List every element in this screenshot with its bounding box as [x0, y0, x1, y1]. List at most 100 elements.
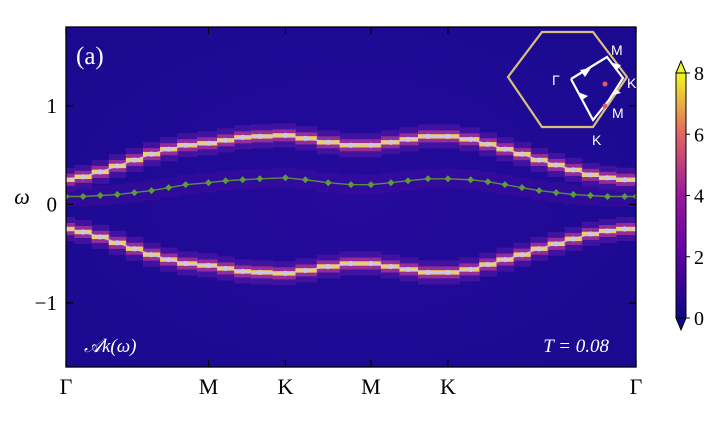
data-point-circle: [302, 135, 308, 141]
data-point-diamond: [182, 181, 190, 189]
data-point-circle: [302, 267, 308, 274]
colorbar-top-cap: [675, 59, 687, 74]
data-point-circle: [80, 174, 86, 180]
series-line: [66, 228, 636, 275]
inset-arrow-icon: [578, 92, 588, 100]
series-markers: [66, 132, 636, 276]
data-point-diamond: [367, 181, 375, 189]
data-point-diamond: [222, 177, 230, 185]
inset-label-m1: M: [611, 42, 623, 58]
data-point-diamond: [113, 191, 121, 199]
data-point-diamond: [324, 179, 332, 187]
data-point-diamond: [96, 192, 104, 200]
data-point-circle: [405, 136, 411, 142]
inset-point: [602, 81, 608, 87]
data-point-circle: [388, 263, 394, 270]
data-point-circle: [282, 270, 289, 276]
data-point-diamond: [281, 174, 289, 182]
inset-arrow-icon: [613, 63, 621, 70]
data-point-diamond: [301, 176, 309, 184]
plot-frame: [65, 26, 637, 368]
data-point-circle: [183, 260, 189, 267]
data-point-diamond: [569, 191, 577, 199]
data-point-circle: [348, 142, 354, 148]
data-point-diamond: [387, 179, 395, 187]
data-point-circle: [425, 269, 431, 275]
data-point-circle: [114, 240, 120, 246]
data-point-diamond: [444, 175, 452, 183]
colorbar-ticks: 0 2 4 6 8: [686, 63, 704, 330]
data-point-diamond: [347, 181, 355, 189]
data-point-circle: [368, 142, 374, 148]
data-point-circle: [97, 234, 103, 240]
x-tick-label: K: [278, 374, 294, 399]
data-point-circle: [604, 228, 611, 234]
data-point-diamond: [424, 175, 432, 183]
data-point-circle: [257, 133, 263, 139]
data-point-diamond: [632, 193, 636, 201]
data-point-circle: [587, 231, 594, 237]
x-tick-label: M: [361, 374, 381, 399]
brillouin-zone-inset: Γ M K M K: [506, 30, 637, 148]
data-point-circle: [166, 146, 172, 152]
colorbar-tick-label: 8: [694, 63, 704, 85]
data-point-circle: [468, 136, 474, 142]
inset-hexagon: [506, 30, 629, 129]
band-core: [66, 226, 76, 232]
data-point-circle: [325, 263, 331, 270]
axes: 10−1Γ M K M K Γ: [35, 27, 643, 399]
data-point-diamond: [586, 192, 594, 200]
data-point-diamond: [604, 193, 611, 201]
data-point-circle: [622, 177, 628, 183]
data-point-circle: [348, 260, 354, 267]
colorbar-gradient: [676, 73, 686, 318]
data-point-circle: [519, 151, 525, 157]
data-point-circle: [587, 172, 594, 178]
inset-arrow-icon: [613, 90, 621, 95]
data-point-diamond: [130, 189, 138, 197]
data-point-circle: [223, 137, 229, 143]
y-axis-label: ω: [14, 184, 30, 209]
data-point-circle: [570, 236, 576, 242]
data-point-circle: [536, 157, 542, 163]
y-tick-label: 0: [47, 192, 58, 216]
data-point-diamond: [501, 181, 509, 189]
x-tick-label: K: [440, 374, 456, 399]
inset-arrow-icon: [580, 68, 591, 77]
data-point-circle: [622, 226, 628, 232]
data-point-circle: [502, 256, 508, 263]
data-point-diamond: [467, 176, 475, 184]
data-point-circle: [553, 241, 559, 247]
data-point-circle: [485, 261, 491, 268]
colorbar-tick-label: 6: [694, 124, 704, 146]
inset-label-m2: M: [612, 105, 624, 121]
data-point-circle: [148, 151, 155, 157]
data-point-diamond: [621, 193, 629, 201]
data-point-circle: [536, 246, 542, 252]
data-point-circle: [445, 269, 451, 275]
data-point-circle: [502, 146, 508, 152]
data-point-circle: [205, 140, 212, 146]
data-point-circle: [257, 269, 263, 275]
data-point-circle: [282, 132, 289, 139]
data-point-circle: [166, 256, 172, 263]
data-point-circle: [240, 134, 246, 140]
data-point-diamond: [165, 184, 173, 192]
data-point-circle: [97, 169, 103, 175]
data-point-diamond: [66, 193, 70, 201]
colorbar: 0 2 4 6 8: [675, 59, 704, 332]
colorbar-bottom-cap: [675, 317, 687, 332]
data-point-diamond: [79, 193, 87, 201]
inset-label-gamma: Γ: [552, 72, 560, 88]
y-tick-label: 1: [47, 94, 58, 118]
colorbar-tick-label: 2: [694, 247, 704, 269]
data-point-circle: [148, 252, 155, 258]
data-point-diamond: [148, 187, 155, 195]
data-point-circle: [131, 157, 137, 163]
data-point-diamond: [552, 189, 560, 197]
annotation-temperature: T = 0.08: [543, 336, 609, 357]
colorbar-tick-label: 4: [694, 186, 704, 208]
panel-label: (a): [76, 43, 104, 70]
data-point-diamond: [239, 176, 247, 184]
